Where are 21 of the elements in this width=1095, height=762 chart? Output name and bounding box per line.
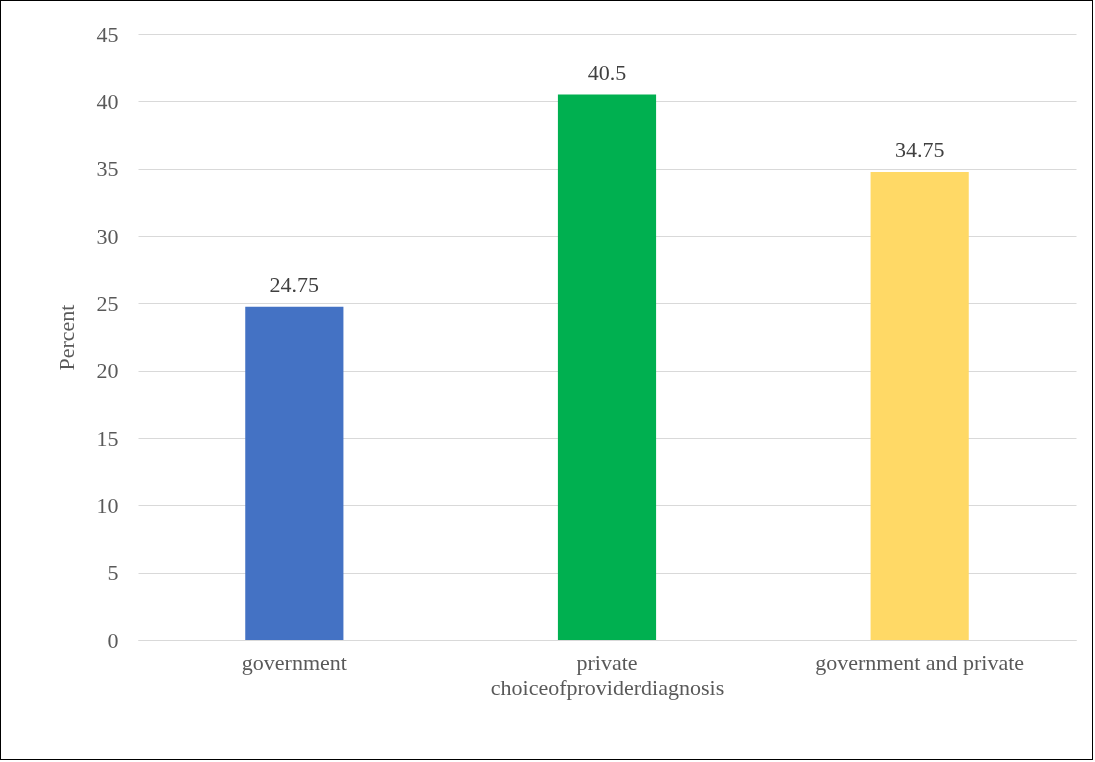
- y-tick-label: 45: [96, 21, 119, 47]
- data-label: 40.5: [587, 59, 627, 85]
- data-label: 34.75: [894, 137, 945, 163]
- x-axis-title: choiceofproviderdiagnosis: [490, 674, 725, 700]
- data-label: 24.75: [269, 271, 320, 297]
- y-tick-label: 0: [107, 627, 119, 653]
- x-tick-label: government and private: [815, 649, 1025, 675]
- y-tick-label: 5: [107, 560, 119, 586]
- y-tick-label: 40: [96, 88, 119, 114]
- y-tick-label: 20: [96, 358, 119, 384]
- y-tick-label: 25: [96, 290, 119, 316]
- bar: [245, 306, 344, 640]
- y-tick-label: 10: [96, 492, 119, 518]
- x-tick-label: government: [241, 649, 347, 675]
- bar: [870, 172, 969, 640]
- bar: [557, 94, 657, 640]
- y-tick-label: 30: [96, 223, 119, 249]
- x-tick-label: private: [576, 649, 638, 675]
- y-axis-title: Percent: [53, 304, 79, 371]
- y-tick-label: 15: [96, 425, 119, 451]
- y-tick-label: 35: [96, 156, 119, 182]
